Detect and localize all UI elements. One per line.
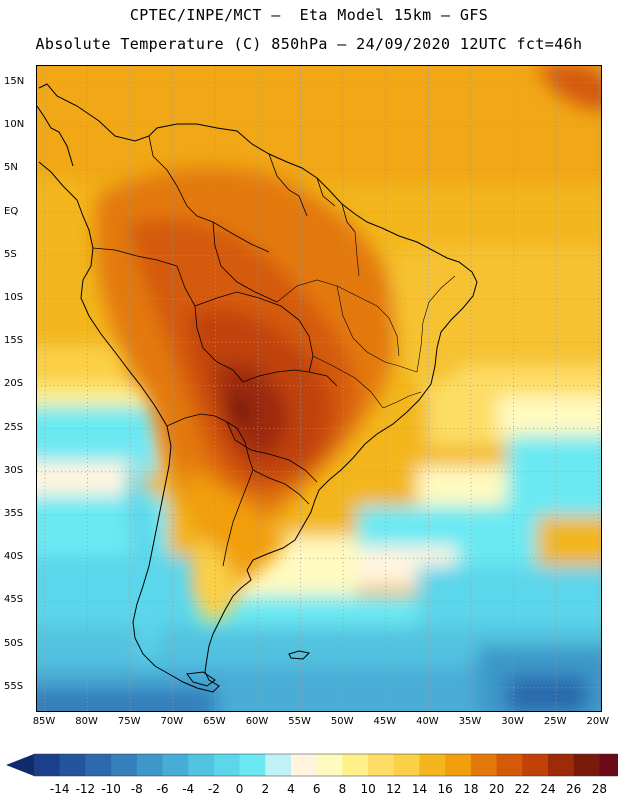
color-scale-label: 22 bbox=[514, 782, 530, 796]
color-scale-swatch bbox=[136, 754, 163, 776]
latitude-label: 40S bbox=[4, 551, 24, 563]
latitude-label: 10S bbox=[4, 292, 24, 303]
color-scale-swatch bbox=[393, 754, 420, 776]
latitude-label: 5N bbox=[4, 162, 18, 174]
color-scale-swatch bbox=[59, 754, 86, 776]
latitude-label: 5S bbox=[4, 248, 17, 260]
longitude-label: 25W bbox=[543, 716, 567, 727]
color-scale-min-arrow bbox=[6, 754, 34, 776]
color-scale-swatch bbox=[470, 754, 498, 776]
latitude-label: 30S bbox=[4, 464, 24, 476]
country-borders bbox=[92, 135, 356, 567]
longitude-label: 80W bbox=[75, 716, 98, 727]
color-scale-label: -4 bbox=[182, 782, 195, 796]
color-scale-swatch bbox=[213, 754, 241, 776]
color-scale-swatch bbox=[342, 754, 369, 776]
longitude-label: 70W bbox=[160, 716, 184, 727]
map-title-line-2: Absolute Temperature (C) 850hPa – 24/09/… bbox=[35, 35, 583, 53]
temperature-map bbox=[36, 65, 602, 712]
longitude-label: 85W bbox=[32, 716, 56, 727]
longitude-label: 30W bbox=[501, 716, 524, 727]
longitude-label: 65W bbox=[203, 716, 226, 727]
color-scale-bar bbox=[6, 753, 618, 777]
latitude-label: 35S bbox=[4, 508, 24, 519]
color-scale-swatch bbox=[291, 754, 318, 776]
color-scale-label: 28 bbox=[591, 782, 608, 796]
latitude-label: 45S bbox=[4, 594, 24, 606]
latitude-label: 55S bbox=[4, 680, 24, 692]
color-scale-swatch bbox=[34, 754, 61, 776]
longitude-label: 35W bbox=[458, 716, 482, 727]
longitude-label: 40W bbox=[416, 716, 439, 727]
color-scale-label: 10 bbox=[360, 782, 376, 796]
longitude-label: 55W bbox=[288, 716, 311, 727]
longitude-label: 20W bbox=[586, 716, 610, 727]
longitude-label: 45W bbox=[373, 716, 397, 727]
latitude-label: 20S bbox=[4, 378, 24, 390]
latitude-label: 15S bbox=[4, 335, 24, 347]
color-scale-label: 12 bbox=[386, 782, 402, 796]
color-scale-swatch bbox=[85, 754, 112, 776]
tierra-del-fuego bbox=[186, 671, 216, 687]
color-scale-label: -8 bbox=[130, 782, 143, 796]
color-scale-label: 0 bbox=[235, 782, 244, 796]
color-scale-swatch bbox=[445, 754, 472, 776]
color-scale-swatch bbox=[522, 754, 549, 776]
map-title-line-1: CPTEC/INPE/MCT – Eta Model 15km – GFS bbox=[129, 6, 489, 24]
color-scale-outline bbox=[33, 753, 618, 777]
color-scale-label: 4 bbox=[287, 782, 295, 796]
temperature-field bbox=[37, 66, 601, 711]
color-scale-swatch bbox=[265, 754, 292, 776]
color-scale-label: -14 bbox=[49, 782, 70, 796]
color-scale-label: 18 bbox=[463, 782, 479, 796]
color-scale-swatch bbox=[316, 754, 343, 776]
longitude-label: 75W bbox=[117, 716, 141, 727]
latitude-label: EQ bbox=[4, 205, 19, 217]
color-scale-swatch bbox=[599, 754, 618, 776]
south-america-coastline bbox=[38, 83, 478, 693]
color-scale-label: 26 bbox=[566, 782, 582, 796]
color-scale-label: 14 bbox=[411, 782, 428, 796]
color-scale-swatch bbox=[419, 754, 446, 776]
latitude-label: 15N bbox=[4, 76, 25, 87]
brazil-state-borders bbox=[276, 231, 456, 409]
latitude-label: 25S bbox=[4, 421, 24, 433]
coastline bbox=[37, 83, 478, 693]
color-scale-swatch bbox=[368, 754, 395, 776]
color-scale-swatch bbox=[188, 754, 215, 776]
longitude-label: 50W bbox=[330, 716, 354, 727]
falkland-islands bbox=[288, 650, 311, 660]
color-scale-swatch bbox=[548, 754, 575, 776]
color-scale-label: -12 bbox=[75, 782, 96, 796]
color-scale-label: 8 bbox=[338, 782, 347, 796]
temperature-shading bbox=[37, 66, 601, 711]
color-scale-label: 6 bbox=[312, 782, 321, 796]
color-scale-label: 16 bbox=[437, 782, 453, 796]
latitude-label: 10N bbox=[4, 119, 25, 131]
color-scale-swatch bbox=[162, 754, 189, 776]
color-scale-swatch bbox=[496, 754, 523, 776]
color-scale-swatch bbox=[239, 754, 266, 776]
color-scale-label: 2 bbox=[261, 782, 270, 796]
color-scale-label: 24 bbox=[540, 782, 556, 796]
central-america-coast bbox=[37, 105, 74, 167]
color-scale-label: 20 bbox=[488, 782, 505, 796]
color-scale-label: -2 bbox=[207, 782, 220, 796]
color-scale-label: -6 bbox=[156, 782, 169, 796]
longitude-label: 60W bbox=[245, 716, 269, 727]
latitude-label: 50S bbox=[4, 637, 24, 649]
color-scale-swatch bbox=[573, 754, 600, 776]
color-scale-swatch bbox=[111, 754, 138, 776]
color-scale-label: -10 bbox=[101, 782, 121, 796]
